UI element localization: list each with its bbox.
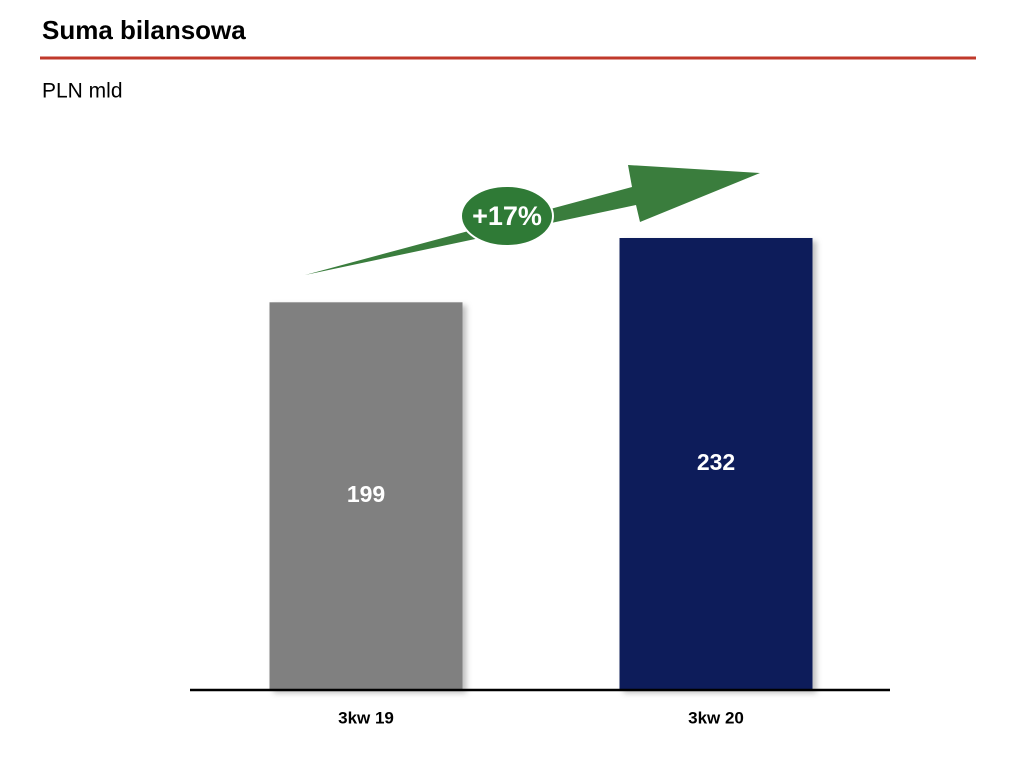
bar [619,238,813,690]
value-label: 199 [347,481,385,507]
growth-label: +17% [472,201,542,231]
x-tick-label: 3kw 20 [688,708,744,727]
bar [269,302,463,690]
chart-title: Suma bilansowa [42,15,246,45]
growth-badge [460,185,554,247]
chart-subtitle: PLN mld [42,80,123,103]
value-label: 232 [697,449,735,475]
x-tick-label: 3kw 19 [338,708,394,727]
bars: 199 232 [269,238,813,690]
